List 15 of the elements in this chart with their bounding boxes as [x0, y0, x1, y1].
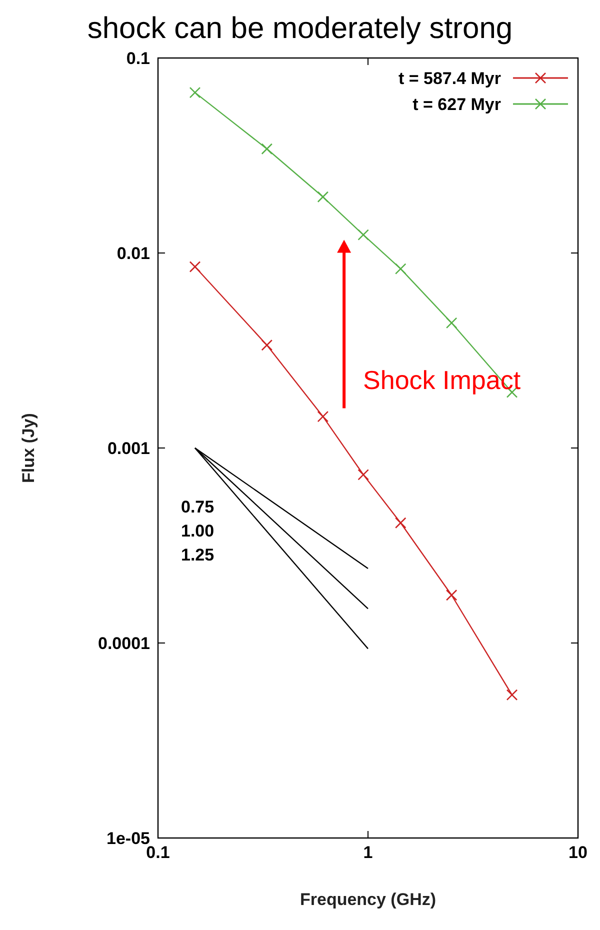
legend-label: t = 587.4 Myr [398, 69, 502, 88]
y-tick-label: 0.01 [116, 244, 150, 264]
y-axis-title: Flux (Jy) [19, 413, 38, 483]
chart-title: shock can be moderately strong [87, 12, 513, 45]
annotation: 0.75 [181, 498, 214, 517]
y-tick-label: 0.1 [126, 49, 150, 68]
annotation: 1.25 [181, 546, 214, 565]
x-tick-label: 10 [568, 843, 588, 862]
y-tick-label: 0.0001 [98, 634, 150, 654]
x-tick-label: 1 [363, 843, 373, 862]
x-tick-label: 0.1 [146, 843, 170, 862]
x-axis-title: Frequency (GHz) [300, 890, 436, 909]
legend-label: t = 627 Myr [412, 95, 502, 114]
annotation: 1.00 [181, 522, 214, 541]
y-tick-label: 0.001 [107, 439, 150, 458]
